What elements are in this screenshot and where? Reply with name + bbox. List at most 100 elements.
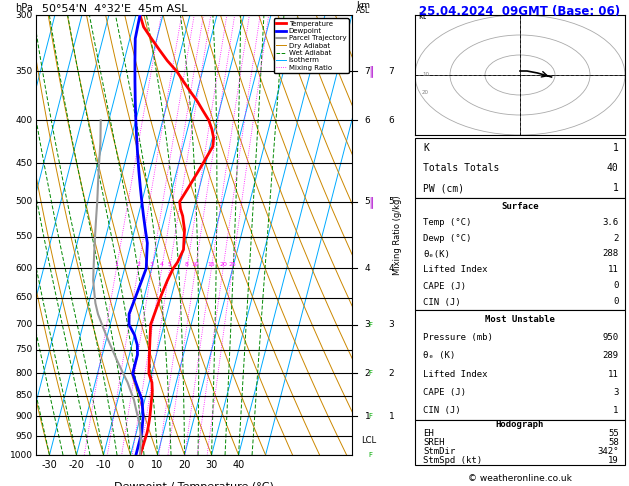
FancyBboxPatch shape	[415, 198, 625, 310]
Text: 6: 6	[365, 116, 370, 124]
Text: -10: -10	[96, 460, 111, 470]
Text: 15: 15	[208, 262, 215, 267]
Text: 850: 850	[16, 391, 33, 400]
Text: CAPE (J): CAPE (J)	[423, 388, 466, 397]
Text: © weatheronline.co.uk: © weatheronline.co.uk	[468, 474, 572, 483]
Text: 3: 3	[150, 262, 154, 267]
Text: F: F	[369, 452, 373, 458]
Text: Mixing Ratio (g/kg): Mixing Ratio (g/kg)	[393, 195, 403, 275]
Text: 4: 4	[365, 264, 370, 273]
Text: Lifted Index: Lifted Index	[423, 370, 488, 379]
Text: 1: 1	[613, 406, 619, 416]
Text: 10: 10	[192, 262, 199, 267]
Text: 950: 950	[16, 432, 33, 441]
Text: 11: 11	[608, 265, 619, 275]
Text: F: F	[369, 414, 373, 419]
Text: 6: 6	[389, 116, 394, 124]
Text: 1: 1	[114, 262, 118, 267]
Text: ║: ║	[368, 196, 374, 208]
Text: 800: 800	[16, 369, 33, 378]
Text: 2: 2	[613, 233, 619, 243]
Legend: Temperature, Dewpoint, Parcel Trajectory, Dry Adiabat, Wet Adiabat, Isotherm, Mi: Temperature, Dewpoint, Parcel Trajectory…	[274, 18, 348, 73]
Text: 900: 900	[16, 412, 33, 421]
Text: 11: 11	[608, 370, 619, 379]
Text: ║: ║	[368, 66, 374, 77]
Text: 750: 750	[16, 346, 33, 354]
Text: 400: 400	[16, 116, 33, 124]
Text: 40: 40	[607, 163, 619, 173]
Text: SREH: SREH	[423, 438, 445, 447]
Text: 40: 40	[233, 460, 245, 470]
Text: 550: 550	[16, 232, 33, 241]
Text: 58: 58	[608, 438, 619, 447]
Text: 5: 5	[365, 197, 370, 206]
Text: 1: 1	[613, 183, 619, 193]
Text: PW (cm): PW (cm)	[423, 183, 465, 193]
Text: 1000: 1000	[10, 451, 33, 459]
Text: 342°: 342°	[597, 447, 619, 456]
Text: 10: 10	[152, 460, 164, 470]
FancyBboxPatch shape	[415, 420, 625, 465]
Text: 289: 289	[603, 351, 619, 360]
Text: 10: 10	[422, 72, 429, 77]
Text: 7: 7	[365, 67, 370, 76]
Text: 5: 5	[389, 197, 394, 206]
Text: 2: 2	[389, 369, 394, 378]
Text: 20: 20	[219, 262, 227, 267]
Text: 1: 1	[365, 412, 370, 421]
Text: Surface: Surface	[501, 202, 539, 210]
Text: 4: 4	[389, 264, 394, 273]
FancyBboxPatch shape	[415, 138, 625, 198]
Text: 55: 55	[608, 429, 619, 438]
Text: LCL: LCL	[362, 435, 377, 445]
Text: ASL: ASL	[355, 5, 370, 15]
Text: CIN (J): CIN (J)	[423, 406, 461, 416]
Text: 19: 19	[608, 456, 619, 465]
Text: kt: kt	[418, 12, 426, 21]
Text: 600: 600	[16, 264, 33, 273]
Text: 0: 0	[128, 460, 133, 470]
Text: 650: 650	[16, 293, 33, 302]
Text: F: F	[369, 370, 373, 377]
Text: 50°54'N  4°32'E  45m ASL: 50°54'N 4°32'E 45m ASL	[42, 4, 187, 14]
Text: 20: 20	[179, 460, 191, 470]
Text: 2: 2	[365, 369, 370, 378]
Text: km: km	[355, 1, 370, 10]
Text: θₑ(K): θₑ(K)	[423, 249, 450, 259]
Text: StmDir: StmDir	[423, 447, 455, 456]
Text: CAPE (J): CAPE (J)	[423, 281, 466, 291]
Text: 700: 700	[16, 320, 33, 329]
Text: Temp (°C): Temp (°C)	[423, 218, 472, 226]
Text: K: K	[423, 143, 429, 153]
Text: hPa: hPa	[15, 2, 33, 13]
Text: 3.6: 3.6	[603, 218, 619, 226]
Text: 25.04.2024  09GMT (Base: 06): 25.04.2024 09GMT (Base: 06)	[420, 5, 621, 18]
Text: 20: 20	[422, 90, 429, 96]
Text: Dewpoint / Temperature (°C): Dewpoint / Temperature (°C)	[114, 482, 274, 486]
Text: 4: 4	[160, 262, 164, 267]
Text: 450: 450	[16, 159, 33, 168]
Text: 3: 3	[613, 388, 619, 397]
Text: Totals Totals: Totals Totals	[423, 163, 500, 173]
Text: 300: 300	[16, 11, 33, 19]
Text: 30: 30	[206, 460, 218, 470]
Text: 1: 1	[613, 143, 619, 153]
Text: Hodograph: Hodograph	[496, 420, 544, 429]
Text: 0: 0	[613, 281, 619, 291]
Text: 25: 25	[228, 262, 237, 267]
Text: 3: 3	[389, 320, 394, 329]
Text: Lifted Index: Lifted Index	[423, 265, 488, 275]
Text: Pressure (mb): Pressure (mb)	[423, 333, 493, 342]
Text: EH: EH	[423, 429, 434, 438]
Text: 2: 2	[136, 262, 140, 267]
Text: Most Unstable: Most Unstable	[485, 314, 555, 324]
FancyBboxPatch shape	[415, 310, 625, 420]
Text: -30: -30	[42, 460, 57, 470]
Text: 3: 3	[365, 320, 370, 329]
Text: 288: 288	[603, 249, 619, 259]
Text: 5: 5	[168, 262, 172, 267]
Text: 8: 8	[185, 262, 189, 267]
Text: CIN (J): CIN (J)	[423, 297, 461, 307]
Text: -20: -20	[69, 460, 84, 470]
Text: Dewp (°C): Dewp (°C)	[423, 233, 472, 243]
